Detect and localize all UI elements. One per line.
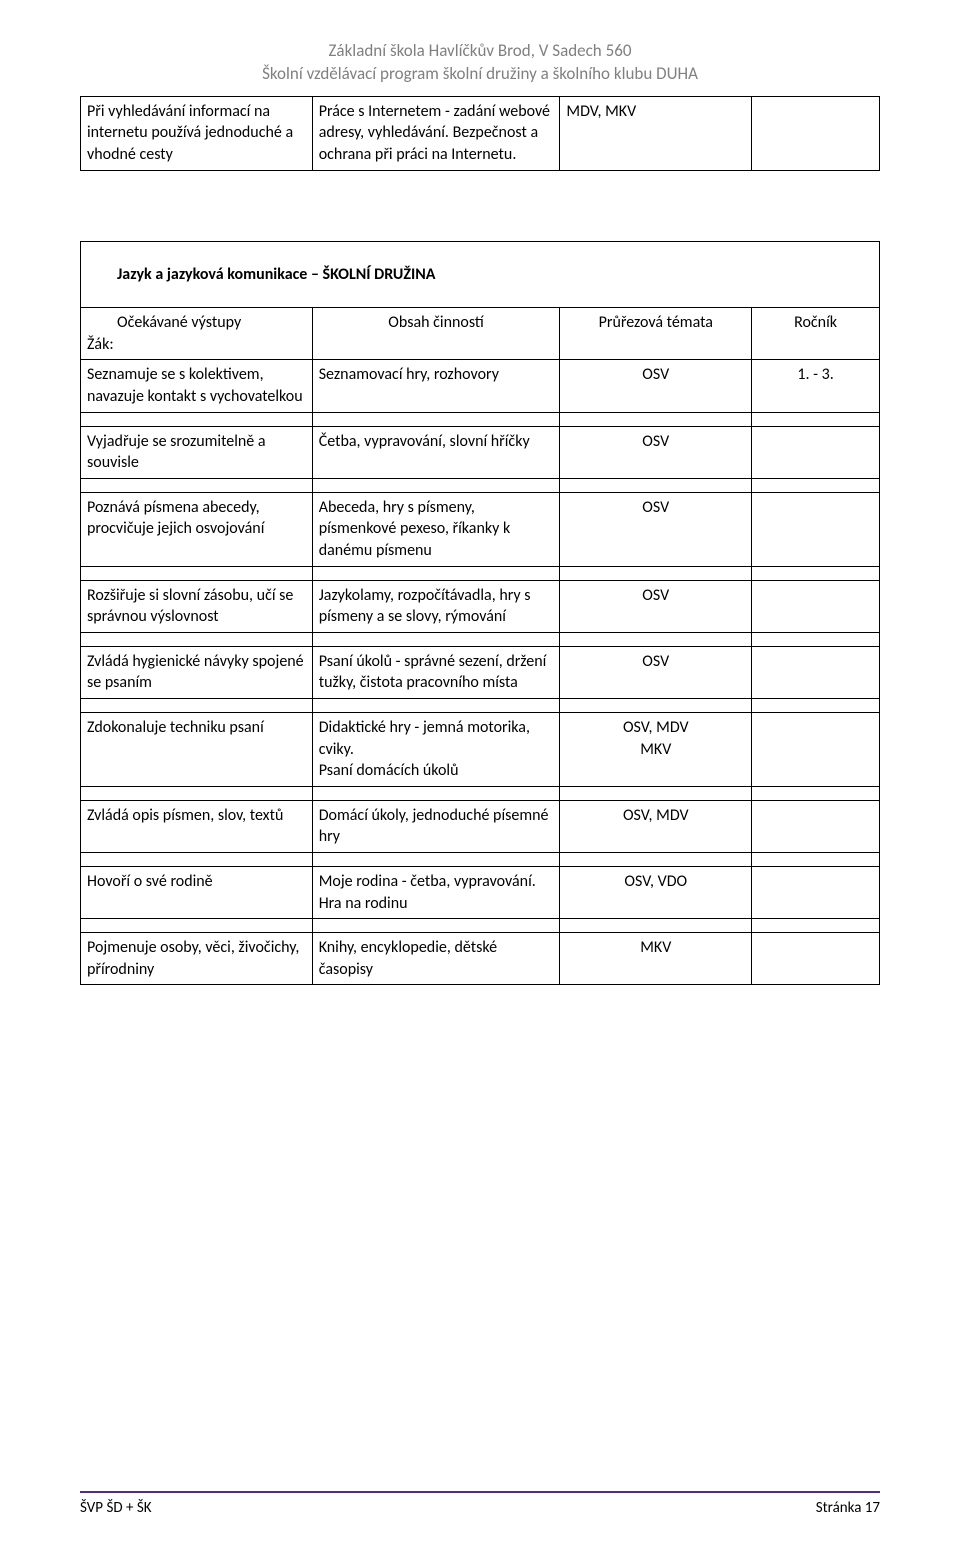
cell-c2: Domácí úkoly, jednoduché písemné hry	[312, 800, 560, 852]
cell-c3: MKV	[560, 933, 752, 985]
table-row: Zvládá hygienické návyky spojené se psan…	[81, 646, 880, 698]
head-c3: Průřezová témata	[560, 308, 752, 360]
footer-left: ŠVP ŠD + ŠK	[80, 1499, 152, 1517]
table-row: Při vyhledávání informací na internetu p…	[81, 96, 880, 170]
spacer-row	[81, 919, 880, 933]
cell-c2: Psaní úkolů - správné sezení, držení tuž…	[312, 646, 560, 698]
spacer-row	[81, 566, 880, 580]
cell-c1: Vyjadřuje se srozumitelně a souvisle	[81, 426, 313, 478]
cell-c4: 1. - 3.	[752, 360, 880, 412]
spacer-row	[81, 632, 880, 646]
spacer-row	[81, 478, 880, 492]
table-row: Hovoří o své rodiněMoje rodina - četba, …	[81, 866, 880, 918]
cell-c4	[752, 712, 880, 786]
doc-header-line1: Základní škola Havlíčkův Brod, V Sadech …	[80, 40, 880, 63]
spacer-row	[81, 852, 880, 866]
cell-c3: OSV	[560, 360, 752, 412]
cell-c1: Zvládá hygienické návyky spojené se psan…	[81, 646, 313, 698]
cell-c3: OSV, MDV MKV	[560, 712, 752, 786]
footer-rule	[80, 1491, 880, 1493]
footer-right: Stránka 17	[816, 1499, 880, 1517]
cell-c2: Didaktické hry - jemná motorika, cviky. …	[312, 712, 560, 786]
table-row: Seznamuje se s kolektivem, navazuje kont…	[81, 360, 880, 412]
cell-c1: Seznamuje se s kolektivem, navazuje kont…	[81, 360, 313, 412]
cell-c1: Hovoří o své rodině	[81, 866, 313, 918]
cell-c4	[752, 866, 880, 918]
cell-c3: OSV	[560, 646, 752, 698]
cell-c2: Jazykolamy, rozpočítávadla, hry s písmen…	[312, 580, 560, 632]
cell-c4	[752, 933, 880, 985]
cell-c2: Četba, vypravování, slovní hříčky	[312, 426, 560, 478]
table-row: Zdokonaluje techniku psaníDidaktické hry…	[81, 712, 880, 786]
cell-c3: OSV	[560, 492, 752, 566]
head-c2: Obsah činností	[312, 308, 560, 360]
section-title: Jazyk a jazyková komunikace – ŠKOLNÍ DRU…	[87, 246, 873, 304]
cell-c4	[752, 646, 880, 698]
table-row: Poznává písmena abecedy, procvičuje jeji…	[81, 492, 880, 566]
section-title-row: Jazyk a jazyková komunikace – ŠKOLNÍ DRU…	[81, 241, 880, 308]
cell-c1: Poznává písmena abecedy, procvičuje jeji…	[81, 492, 313, 566]
head-c4: Ročník	[752, 308, 880, 360]
table-row: Zvládá opis písmen, slov, textůDomácí úk…	[81, 800, 880, 852]
cell-c2: Moje rodina - četba, vypravování. Hra na…	[312, 866, 560, 918]
head-c1b: Žák:	[87, 334, 306, 356]
cell-c2: Práce s Internetem - zadání webové adres…	[312, 96, 560, 170]
spacer-row	[81, 698, 880, 712]
cell-c3: OSV, MDV	[560, 800, 752, 852]
cell-c4	[752, 800, 880, 852]
table-row: Rozšiřuje si slovní zásobu, učí se správ…	[81, 580, 880, 632]
cell-c3: OSV	[560, 580, 752, 632]
cell-c4	[752, 580, 880, 632]
spacer-row	[81, 786, 880, 800]
table-header-row: Očekávané výstupy Žák: Obsah činností Pr…	[81, 308, 880, 360]
head-c1a: Očekávané výstupy	[87, 312, 306, 334]
cell-c4	[752, 492, 880, 566]
cell-c2: Seznamovací hry, rozhovory	[312, 360, 560, 412]
cell-c1: Při vyhledávání informací na internetu p…	[81, 96, 313, 170]
cell-c2: Knihy, encyklopedie, dětské časopisy	[312, 933, 560, 985]
table-row: Vyjadřuje se srozumitelně a souvisleČetb…	[81, 426, 880, 478]
cell-c4	[752, 96, 880, 170]
cell-c3: OSV	[560, 426, 752, 478]
cell-c3: OSV, VDO	[560, 866, 752, 918]
table-section2: Jazyk a jazyková komunikace – ŠKOLNÍ DRU…	[80, 241, 880, 986]
table-row: Pojmenuje osoby, věci, živočichy, přírod…	[81, 933, 880, 985]
cell-c4	[752, 426, 880, 478]
cell-c2: Abeceda, hry s písmeny, písmenkové pexes…	[312, 492, 560, 566]
cell-c1: Pojmenuje osoby, věci, živočichy, přírod…	[81, 933, 313, 985]
doc-header-line2: Školní vzdělávací program školní družiny…	[80, 63, 880, 86]
spacer-row	[81, 412, 880, 426]
page-footer: ŠVP ŠD + ŠK Stránka 17	[80, 1491, 880, 1517]
head-c1: Očekávané výstupy Žák:	[81, 308, 313, 360]
cell-c3: MDV, MKV	[560, 96, 752, 170]
cell-c1: Rozšiřuje si slovní zásobu, učí se správ…	[81, 580, 313, 632]
table-top: Při vyhledávání informací na internetu p…	[80, 96, 880, 171]
cell-c1: Zdokonaluje techniku psaní	[81, 712, 313, 786]
cell-c1: Zvládá opis písmen, slov, textů	[81, 800, 313, 852]
